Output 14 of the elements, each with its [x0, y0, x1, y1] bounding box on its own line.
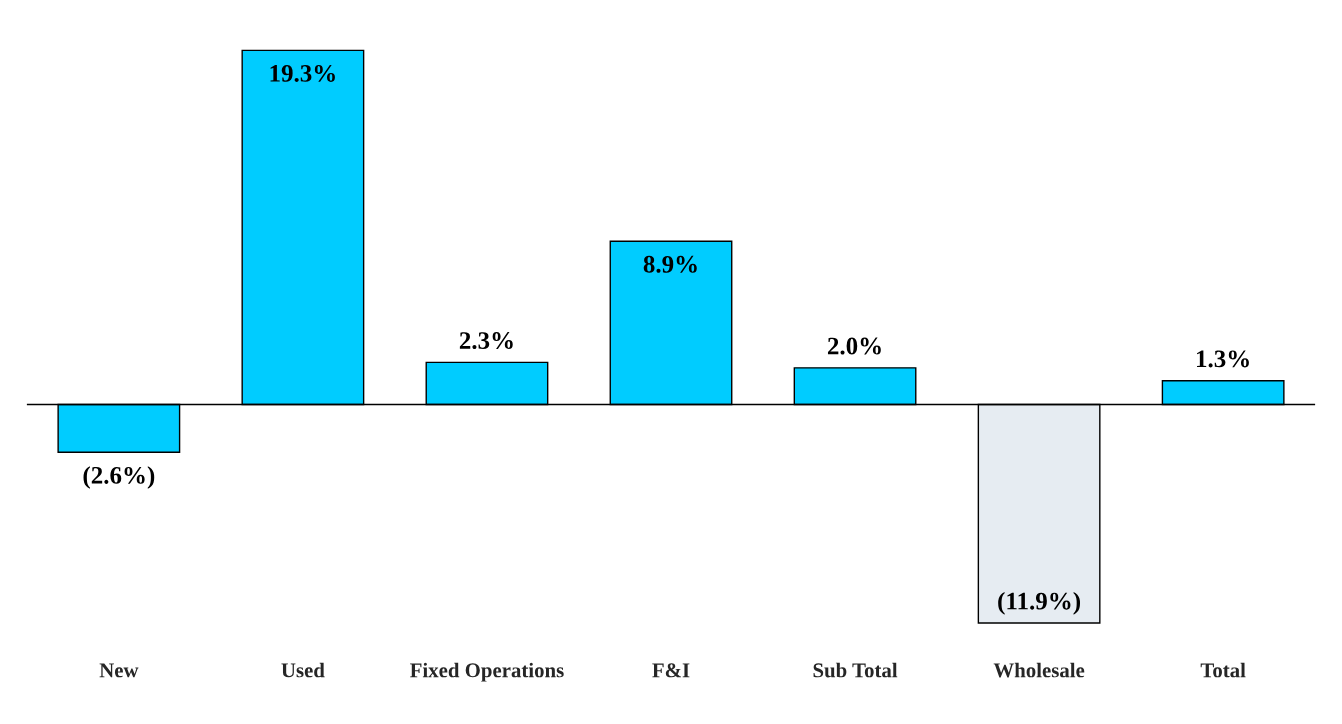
x-tick-label: Total [1200, 662, 1246, 678]
data-label: (11.9%) [998, 591, 1081, 615]
data-label: 19.3% [270, 64, 335, 82]
x-tick-label: Fixed Operations [410, 662, 564, 682]
x-tick-label: F&I [652, 663, 690, 678]
data-label: 2.3% [459, 332, 513, 350]
data-label: 2.0% [827, 337, 881, 355]
x-tick-label: New [99, 663, 139, 678]
data-label: (2.6%) [83, 466, 155, 489]
data-label: 8.9% [643, 255, 697, 273]
x-tick-label: Used [281, 662, 325, 678]
data-label: 1.3% [1197, 350, 1249, 368]
x-tick-label: Sub Total [813, 662, 898, 678]
x-tick-label: Wholesale [993, 662, 1085, 678]
